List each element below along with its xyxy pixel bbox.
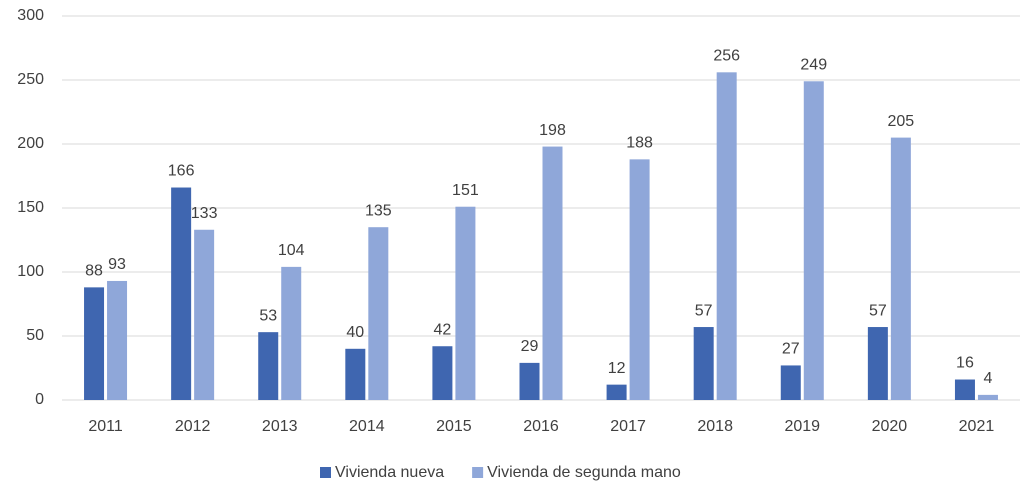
bar	[629, 159, 650, 400]
bar	[867, 327, 888, 400]
bar	[194, 229, 215, 400]
x-tick-label: 2013	[262, 418, 298, 435]
y-tick-label: 0	[35, 391, 44, 408]
legend-swatch	[320, 467, 331, 478]
x-tick-label: 2015	[436, 418, 472, 435]
data-label: 133	[191, 205, 218, 222]
bar	[281, 266, 302, 400]
y-tick-label: 100	[17, 263, 44, 280]
legend-swatch	[472, 467, 484, 478]
bar	[803, 81, 824, 400]
x-tick-label: 2012	[175, 418, 211, 435]
x-tick-label: 2014	[349, 418, 385, 435]
data-label: 104	[278, 242, 305, 259]
bar	[455, 206, 476, 400]
data-label: 57	[869, 302, 887, 319]
bar	[954, 379, 975, 400]
bar	[432, 346, 453, 400]
legend-label: Vivienda nueva	[335, 464, 444, 481]
x-tick-label: 2019	[784, 418, 820, 435]
data-label: 53	[259, 307, 277, 324]
y-tick-label: 200	[17, 135, 44, 152]
x-tick-label: 2011	[88, 418, 123, 435]
data-label: 93	[108, 256, 126, 273]
bar	[780, 365, 801, 400]
bar	[345, 348, 366, 400]
data-label: 256	[713, 48, 740, 65]
data-label: 188	[626, 135, 653, 152]
y-tick-label: 150	[17, 199, 44, 216]
data-label: 16	[956, 355, 974, 372]
data-label: 4	[984, 370, 993, 387]
data-label: 29	[521, 338, 539, 355]
y-tick-label: 250	[17, 71, 44, 88]
bar	[977, 394, 998, 400]
x-tick-label: 2018	[697, 418, 733, 435]
bar	[542, 146, 563, 400]
bar	[84, 287, 105, 400]
data-label: 205	[888, 113, 915, 130]
data-label: 198	[539, 122, 566, 139]
bar	[107, 280, 128, 400]
data-label: 57	[695, 302, 713, 319]
x-tick-label: 2020	[872, 418, 908, 435]
data-label: 42	[434, 321, 452, 338]
bar	[171, 187, 192, 400]
bar	[716, 72, 737, 400]
data-label: 249	[800, 56, 827, 73]
data-label: 12	[608, 360, 626, 377]
bar	[368, 227, 389, 400]
data-label: 135	[365, 202, 392, 219]
bar	[606, 384, 627, 400]
bar	[258, 332, 279, 400]
data-label: 166	[168, 163, 195, 180]
x-tick-label: 2016	[523, 418, 559, 435]
data-label: 151	[452, 182, 479, 199]
x-tick-label: 2017	[610, 418, 646, 435]
data-label: 27	[782, 341, 800, 358]
y-tick-label: 300	[17, 7, 44, 24]
bar	[519, 362, 540, 400]
legend-label: Vivienda de segunda mano	[487, 464, 681, 481]
y-tick-label: 50	[26, 327, 44, 344]
x-tick-label: 2021	[959, 418, 995, 435]
data-label: 88	[85, 263, 103, 280]
bar	[693, 327, 714, 400]
data-label: 40	[346, 324, 364, 341]
bar	[890, 137, 911, 400]
